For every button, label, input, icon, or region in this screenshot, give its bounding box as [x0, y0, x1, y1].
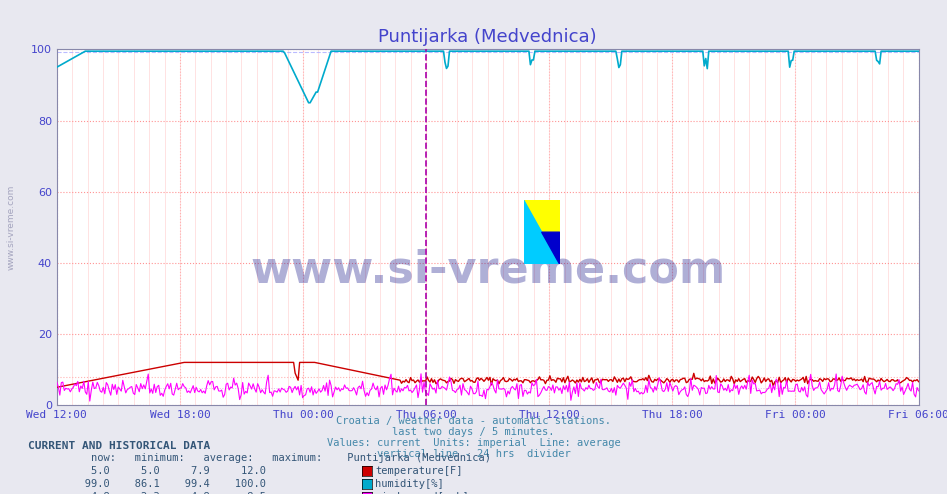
Text: wind speed[mph]: wind speed[mph] [375, 492, 469, 494]
Text: CURRENT AND HISTORICAL DATA: CURRENT AND HISTORICAL DATA [28, 441, 210, 451]
Text: temperature[F]: temperature[F] [375, 466, 462, 476]
Text: 5.0     5.0     7.9     12.0: 5.0 5.0 7.9 12.0 [66, 466, 266, 476]
Text: humidity[%]: humidity[%] [375, 479, 444, 489]
Text: Values: current  Units: imperial  Line: average: Values: current Units: imperial Line: av… [327, 438, 620, 448]
Text: 4.8     2.3     4.8      8.5: 4.8 2.3 4.8 8.5 [66, 492, 266, 494]
Text: www.si-vreme.com: www.si-vreme.com [250, 248, 725, 291]
Text: now:   minimum:   average:   maximum:    Puntijarka (Medvednica): now: minimum: average: maximum: Puntijar… [66, 453, 491, 463]
Text: last two days / 5 minutes.: last two days / 5 minutes. [392, 427, 555, 437]
Polygon shape [524, 200, 560, 264]
Text: www.si-vreme.com: www.si-vreme.com [7, 185, 16, 270]
Text: 99.0    86.1    99.4    100.0: 99.0 86.1 99.4 100.0 [66, 479, 266, 489]
Polygon shape [524, 200, 560, 264]
Text: vertical line - 24 hrs  divider: vertical line - 24 hrs divider [377, 449, 570, 458]
Text: Croatia / weather data - automatic stations.: Croatia / weather data - automatic stati… [336, 416, 611, 426]
Title: Puntijarka (Medvednica): Puntijarka (Medvednica) [379, 29, 597, 46]
Polygon shape [542, 232, 560, 264]
